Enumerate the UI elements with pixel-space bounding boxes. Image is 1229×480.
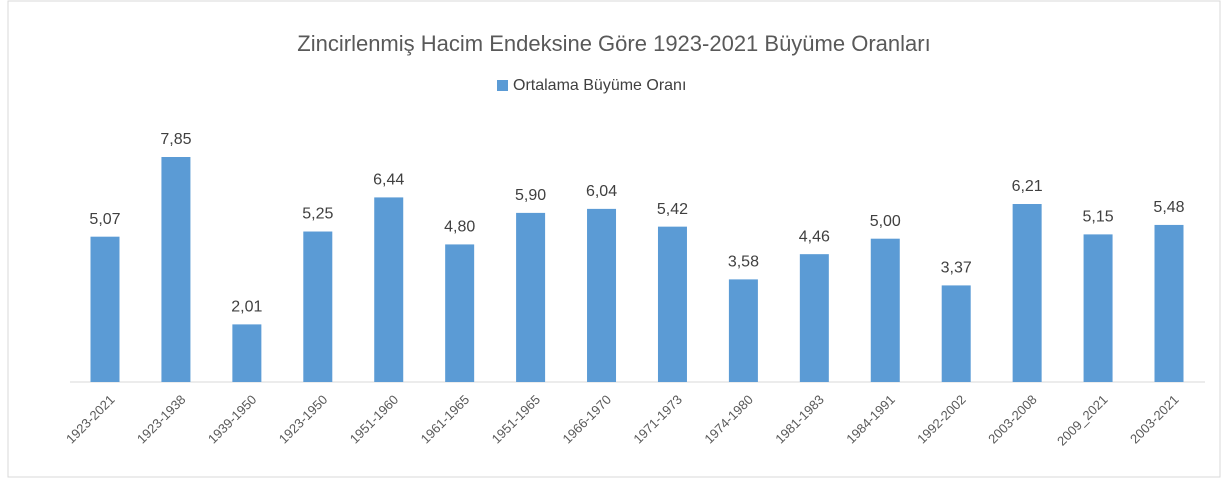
legend-swatch [497,80,508,91]
chart-title: Zincirlenmiş Hacim Endeksine Göre 1923-2… [297,31,930,56]
data-label: 7,85 [160,131,191,148]
bar [587,208,617,382]
data-label: 4,80 [444,219,475,236]
data-label: 3,58 [728,254,759,271]
data-label: 5,15 [1082,209,1113,226]
data-label: 6,04 [586,183,617,200]
data-label: 2,01 [231,299,262,316]
data-label: 5,07 [89,211,120,228]
bar [374,197,404,382]
data-label: 5,42 [657,201,688,218]
bar [516,212,546,382]
bar [657,226,687,382]
data-label: 6,21 [1012,178,1043,195]
bar [161,157,191,382]
bar [799,254,829,382]
legend-label: Ortalama Büyüme Oranı [513,77,686,94]
data-label: 5,00 [870,213,901,230]
bar [445,244,475,382]
bar [870,238,900,382]
data-label: 5,48 [1153,199,1184,216]
data-label: 5,25 [302,206,333,223]
bar [941,285,971,382]
bar [303,231,333,382]
bar [1012,204,1042,382]
bar [1083,234,1113,382]
data-label: 4,46 [799,228,830,245]
data-label: 3,37 [941,260,972,277]
bar [90,236,120,382]
data-label: 5,90 [515,187,546,204]
bar [728,279,758,382]
bar [232,324,262,382]
data-label: 6,44 [373,172,404,189]
bar [1154,224,1184,382]
